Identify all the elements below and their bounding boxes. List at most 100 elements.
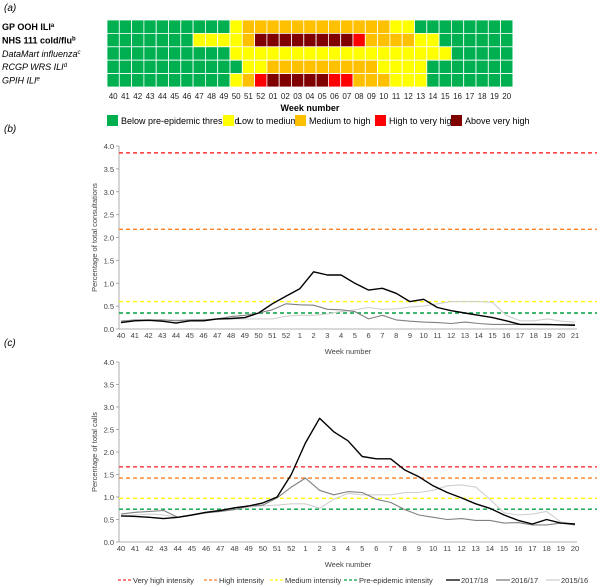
week-tick-label: 08 (355, 92, 364, 101)
heatmap-cell (487, 59, 501, 75)
y-tick-label: 0.0 (104, 538, 114, 547)
heatmap-cell (352, 33, 366, 48)
x-tick-label: 3 (325, 331, 329, 340)
heatmap-cell (426, 59, 440, 75)
legend-swatch (223, 115, 234, 126)
heatmap-cell (118, 46, 133, 61)
heatmap-cell (426, 19, 440, 34)
heatmap-cell (389, 33, 403, 48)
x-tick-label: 41 (131, 544, 139, 553)
legend-label: Medium intensity (285, 576, 342, 585)
heatmap-cell (131, 59, 145, 75)
legend-label: 2016/17 (511, 576, 538, 585)
heatmap-cell (315, 59, 329, 75)
heatmap-cell (155, 73, 169, 88)
legend-label: Above very high (465, 116, 530, 126)
heatmap-cell (131, 46, 145, 61)
week-tick-label: 40 (109, 92, 118, 101)
heatmap-cell (426, 46, 440, 61)
y-tick-label: 1.0 (104, 279, 114, 288)
x-tick-label: 45 (188, 544, 196, 553)
week-tick-label: 11 (392, 92, 401, 101)
heatmap-cell (401, 73, 415, 88)
heatmap-cell (475, 59, 489, 75)
heatmap-cell (389, 59, 403, 75)
y-tick-label: 1.5 (104, 471, 114, 480)
heatmap-cell (278, 59, 292, 75)
legend-label: High intensity (219, 576, 264, 585)
x-tick-label: 5 (360, 544, 364, 553)
y-tick-label: 0.5 (104, 302, 114, 311)
x-tick-label: 13 (472, 544, 480, 553)
heatmap-cell (155, 19, 169, 34)
heatmap-cell (106, 73, 120, 88)
heatmap-cell (414, 73, 428, 88)
heatmap-cell (377, 19, 391, 34)
x-tick-label: 42 (145, 544, 153, 553)
week-tick-label: 47 (195, 92, 204, 101)
heatmap-cell (229, 33, 243, 48)
heatmap-panel: GP OOH ILIa NHS 111 cold/flub DataMart inf… (2, 19, 530, 126)
heatmap-cell (291, 46, 305, 61)
heatmap-cell (217, 33, 231, 48)
row-label: GPIH ILIe (2, 76, 41, 86)
week-tick-label: 46 (182, 92, 191, 101)
heatmap-cell (364, 19, 378, 34)
x-tick-label: 17 (528, 544, 536, 553)
x-tick-label: 10 (429, 544, 437, 553)
heatmap-cell (364, 73, 378, 88)
heatmap-cell (352, 19, 366, 34)
heatmap-cell (475, 73, 489, 88)
heatmap-cell (414, 33, 428, 48)
week-tick-label: 17 (465, 92, 474, 101)
x-tick-label: 47 (213, 331, 221, 340)
heatmap-cell (364, 46, 378, 61)
heatmap-cell (204, 59, 219, 75)
heatmap-cell (315, 46, 329, 61)
x-tick-label: 9 (408, 331, 412, 340)
heatmap-cell (241, 46, 256, 61)
x-tick-label: 43 (158, 331, 166, 340)
heatmap-cell (303, 73, 317, 88)
heatmap-cell (241, 59, 256, 75)
week-tick-label: 41 (121, 92, 130, 101)
y-tick-label: 4.0 (104, 142, 114, 151)
x-tick-label: 7 (380, 331, 384, 340)
x-tick-label: 18 (530, 331, 538, 340)
heatmap-cell (106, 33, 120, 48)
week-tick-label: 09 (367, 92, 376, 101)
x-tick-label: 4 (346, 544, 350, 553)
heatmap-cell (500, 59, 514, 75)
week-tick-label: 15 (441, 92, 450, 101)
heatmap-cell (278, 46, 292, 61)
x-tick-label: 12 (447, 331, 455, 340)
x-tick-label: 20 (571, 544, 579, 553)
heatmap-cell (118, 19, 133, 34)
heatmap-cell (414, 59, 428, 75)
week-tick-label: 16 (453, 92, 462, 101)
heatmap-cell (229, 19, 243, 34)
week-tick-label: 48 (207, 92, 216, 101)
heatmap-cell (438, 73, 452, 88)
x-tick-label: 43 (159, 544, 167, 553)
heatmap-cell (266, 46, 280, 61)
heatmap-cell (327, 33, 342, 48)
heatmap-cell (327, 59, 342, 75)
heatmap-cell (155, 46, 169, 61)
x-tick-label: 44 (172, 331, 180, 340)
x-tick-label: 49 (241, 331, 249, 340)
x-tick-label: 44 (174, 544, 182, 553)
heatmap-cell (266, 19, 280, 34)
x-tick-label: 41 (131, 331, 139, 340)
legend-swatch (451, 115, 462, 126)
heatmap-cell (463, 33, 477, 48)
x-tick-label: 2 (318, 544, 322, 553)
legend-label: Very high intensity (133, 576, 194, 585)
heatmap-cell (340, 73, 354, 88)
x-tick-label: 45 (186, 331, 194, 340)
week-tick-label: 14 (428, 92, 437, 101)
series-line-2017-18 (120, 417, 576, 525)
y-tick-label: 0.5 (104, 516, 114, 525)
heatmap-cell (254, 59, 268, 75)
x-tick-label: 19 (543, 331, 551, 340)
